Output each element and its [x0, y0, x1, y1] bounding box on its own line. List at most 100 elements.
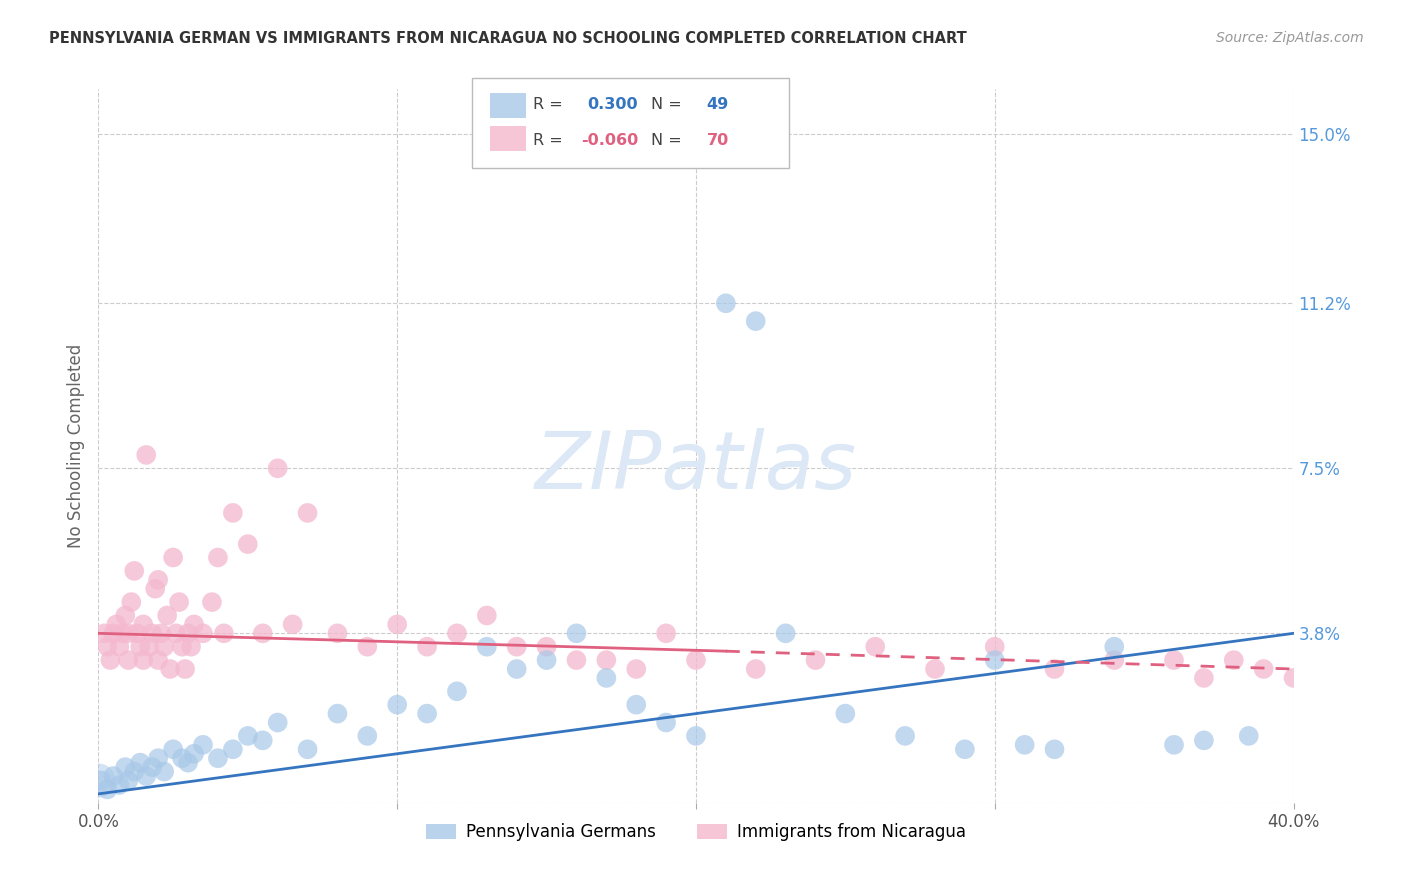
Point [714, 296, 737, 310]
Point [984, 653, 1007, 667]
Bar [491, 127, 526, 152]
Point [150, 626, 173, 640]
Bar [491, 93, 526, 118]
Y-axis label: No Schooling Completed: No Schooling Completed [66, 344, 84, 548]
Point [222, 742, 245, 756]
Point [685, 653, 707, 667]
Point [595, 671, 617, 685]
Point [183, 617, 205, 632]
Point [153, 640, 176, 654]
Point [984, 640, 1007, 654]
Point [177, 626, 200, 640]
Point [356, 729, 378, 743]
Point [201, 595, 224, 609]
Point [1192, 733, 1215, 747]
Point [1104, 653, 1126, 667]
Point [124, 764, 146, 779]
Point [1237, 729, 1260, 743]
Point [129, 640, 152, 654]
Point [1043, 662, 1066, 676]
Point [297, 742, 319, 756]
Point [804, 653, 827, 667]
Point [148, 653, 170, 667]
Point [127, 626, 149, 640]
Point [108, 778, 131, 792]
Point [655, 715, 678, 730]
Point [565, 653, 588, 667]
Point [148, 751, 170, 765]
Point [165, 626, 187, 640]
Point [252, 626, 274, 640]
Point [446, 626, 468, 640]
Point [252, 733, 274, 747]
Point [143, 582, 166, 596]
Text: Source: ZipAtlas.com: Source: ZipAtlas.com [1216, 31, 1364, 45]
Point [132, 653, 155, 667]
Point [172, 640, 194, 654]
Point [98, 653, 122, 667]
Text: N =: N = [651, 133, 686, 148]
Point [626, 698, 648, 712]
Point [506, 640, 529, 654]
Point [183, 747, 205, 761]
Point [506, 662, 529, 676]
Point [326, 626, 349, 640]
Point [536, 640, 558, 654]
Point [1223, 653, 1246, 667]
Point [865, 640, 887, 654]
Point [148, 573, 170, 587]
Point [174, 662, 197, 676]
Point [180, 640, 202, 654]
Point [267, 715, 290, 730]
FancyBboxPatch shape [472, 78, 789, 168]
Point [212, 626, 235, 640]
Point [834, 706, 856, 721]
Point [129, 756, 152, 770]
Point [385, 698, 409, 712]
Point [281, 617, 304, 632]
Point [536, 653, 558, 667]
Point [236, 537, 259, 551]
Text: PENNSYLVANIA GERMAN VS IMMIGRANTS FROM NICARAGUA NO SCHOOLING COMPLETED CORRELAT: PENNSYLVANIA GERMAN VS IMMIGRANTS FROM N… [49, 31, 967, 46]
Point [626, 662, 648, 676]
Point [120, 595, 142, 609]
Point [93, 626, 115, 640]
Point [326, 706, 349, 721]
Point [1014, 738, 1036, 752]
Point [141, 760, 163, 774]
Point [114, 608, 136, 623]
Point [416, 706, 439, 721]
Point [111, 626, 134, 640]
Text: R =: R = [533, 133, 568, 148]
Point [103, 769, 125, 783]
Point [385, 617, 409, 632]
Point [655, 626, 678, 640]
Point [894, 729, 917, 743]
Text: R =: R = [533, 97, 568, 112]
Point [124, 564, 146, 578]
Point [475, 640, 498, 654]
Point [141, 626, 163, 640]
Point [96, 640, 118, 654]
Point [595, 653, 617, 667]
Point [207, 751, 229, 765]
Point [1298, 662, 1320, 676]
Text: N =: N = [651, 97, 686, 112]
Point [236, 729, 259, 743]
Point [135, 769, 157, 783]
Point [267, 461, 290, 475]
Point [114, 760, 136, 774]
Point [924, 662, 946, 676]
Legend: Pennsylvania Germans, Immigrants from Nicaragua: Pennsylvania Germans, Immigrants from Ni… [419, 817, 973, 848]
Point [416, 640, 439, 654]
Point [117, 626, 139, 640]
Point [117, 653, 139, 667]
Point [1043, 742, 1066, 756]
Point [135, 448, 157, 462]
Point [132, 617, 155, 632]
Point [156, 608, 179, 623]
Text: -0.060: -0.060 [581, 133, 638, 148]
Point [1192, 671, 1215, 685]
Point [191, 626, 214, 640]
Point [162, 742, 184, 756]
